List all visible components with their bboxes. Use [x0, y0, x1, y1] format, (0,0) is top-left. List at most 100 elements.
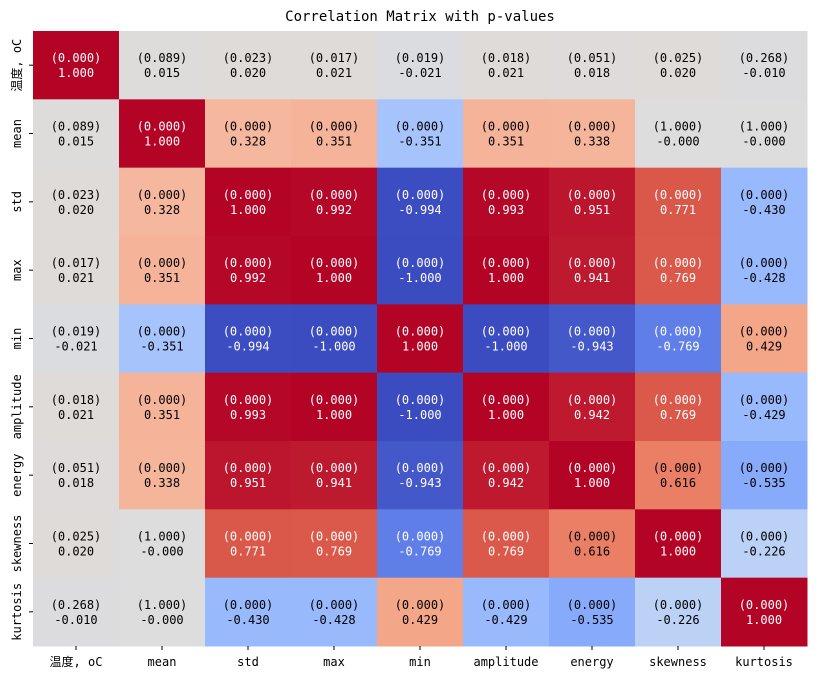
x-tick-label: std	[237, 655, 259, 669]
cell-p-value-label: (0.000)	[567, 120, 618, 134]
cell-correlation-label: 0.429	[402, 613, 438, 627]
cell-correlation-label: 0.769	[660, 271, 696, 285]
cell-p-value-label: (0.000)	[223, 120, 274, 134]
cell-p-value-label: (0.019)	[395, 51, 446, 65]
cell-correlation-label: 0.018	[58, 476, 94, 490]
cell-correlation-label: 0.771	[230, 545, 266, 559]
cell-correlation-label: 1.000	[58, 66, 94, 80]
heatmap-cell	[721, 509, 808, 579]
heatmap-cell	[549, 304, 636, 374]
cell-p-value-label: (0.000)	[223, 598, 274, 612]
cell-p-value-label: (0.000)	[739, 188, 790, 202]
y-tick-label: skewness	[10, 515, 24, 573]
heatmap-cell	[463, 372, 550, 442]
heatmap-cell	[549, 577, 636, 647]
cell-p-value-label: (0.000)	[395, 120, 446, 134]
heatmap-cell	[291, 304, 378, 374]
heatmap-cell	[635, 99, 722, 169]
heatmap-cell	[119, 236, 206, 305]
cell-p-value-label: (0.268)	[739, 51, 790, 65]
heatmap-cell	[549, 236, 636, 305]
heatmap-cell	[119, 167, 206, 237]
cell-p-value-label: (0.000)	[653, 256, 704, 270]
cell-correlation-label: 0.328	[144, 203, 180, 217]
cell-correlation-label: 0.351	[488, 135, 524, 149]
heatmap-cell	[721, 236, 808, 305]
heatmap-cell	[377, 167, 464, 237]
heatmap-cell	[205, 441, 292, 510]
cell-p-value-label: (0.000)	[567, 530, 618, 544]
cell-p-value-label: (0.000)	[481, 120, 532, 134]
heatmap-cell	[33, 509, 120, 579]
cell-p-value-label: (0.025)	[653, 51, 704, 65]
cell-correlation-label: 0.951	[574, 203, 610, 217]
cell-correlation-label: 0.769	[488, 545, 524, 559]
cell-p-value-label: (0.000)	[567, 256, 618, 270]
cell-p-value-label: (0.000)	[739, 461, 790, 475]
cell-p-value-label: (0.000)	[653, 188, 704, 202]
heatmap-cell	[291, 31, 378, 100]
cell-correlation-label: 1.000	[746, 613, 782, 627]
cell-p-value-label: (0.000)	[223, 461, 274, 475]
cell-p-value-label: (0.000)	[481, 256, 532, 270]
cell-correlation-label: 0.992	[316, 203, 352, 217]
cell-p-value-label: (0.000)	[137, 188, 188, 202]
heatmap-cell	[463, 509, 550, 579]
cell-correlation-label: 0.020	[58, 203, 94, 217]
cell-p-value-label: (0.000)	[567, 461, 618, 475]
cell-correlation-label: -0.226	[742, 545, 785, 559]
cell-correlation-label: -0.021	[54, 340, 97, 354]
heatmap-cell	[635, 509, 722, 579]
heatmap-cell	[33, 304, 120, 374]
cell-correlation-label: 1.000	[144, 135, 180, 149]
cell-correlation-label: 1.000	[316, 271, 352, 285]
cell-p-value-label: (0.051)	[567, 51, 618, 65]
heatmap-cell	[377, 577, 464, 647]
cell-correlation-label: -0.769	[398, 545, 441, 559]
cell-p-value-label: (0.000)	[309, 598, 360, 612]
heatmap-cell	[721, 99, 808, 169]
cell-p-value-label: (0.023)	[51, 188, 102, 202]
cell-p-value-label: (0.000)	[739, 325, 790, 339]
cell-p-value-label: (0.000)	[309, 530, 360, 544]
heatmap-cell	[33, 441, 120, 510]
cell-correlation-label: 1.000	[574, 476, 610, 490]
heatmap-cell	[205, 304, 292, 374]
cell-p-value-label: (0.000)	[481, 188, 532, 202]
cell-correlation-label: 0.015	[58, 135, 94, 149]
heatmap-cell	[33, 167, 120, 237]
heatmap-cell	[291, 99, 378, 169]
cell-p-value-label: (1.000)	[137, 530, 188, 544]
heatmap-cell	[721, 372, 808, 442]
cell-correlation-label: 0.992	[230, 271, 266, 285]
chart-title: Correlation Matrix with p-values	[285, 9, 555, 25]
cell-correlation-label: 0.993	[488, 203, 524, 217]
heatmap-cell	[205, 167, 292, 237]
heatmap-cell	[119, 509, 206, 579]
cell-p-value-label: (0.017)	[51, 256, 102, 270]
heatmap-cell	[721, 304, 808, 374]
cell-p-value-label: (0.025)	[51, 530, 102, 544]
cell-correlation-label: -0.021	[398, 66, 441, 80]
heatmap-cell	[377, 304, 464, 374]
heatmap-cell	[635, 304, 722, 374]
cell-p-value-label: (0.000)	[223, 325, 274, 339]
heatmap-cell	[463, 167, 550, 237]
heatmap-cell	[33, 236, 120, 305]
cell-p-value-label: (1.000)	[653, 120, 704, 134]
heatmap-cell	[721, 441, 808, 510]
cell-p-value-label: (0.000)	[223, 530, 274, 544]
cell-correlation-label: -1.000	[398, 271, 441, 285]
y-tick-label: energy	[10, 453, 24, 496]
cell-p-value-label: (0.000)	[481, 598, 532, 612]
cell-p-value-label: (0.000)	[567, 598, 618, 612]
cell-correlation-label: -0.000	[742, 135, 785, 149]
heatmap-cell	[377, 31, 464, 100]
heatmap-cell	[205, 577, 292, 647]
heatmap-cell	[119, 99, 206, 169]
heatmap-cell	[205, 99, 292, 169]
cell-correlation-label: -1.000	[484, 340, 527, 354]
heatmap-cell	[549, 31, 636, 100]
heatmap-cell	[291, 372, 378, 442]
y-tick-label: amplitude	[10, 374, 24, 439]
